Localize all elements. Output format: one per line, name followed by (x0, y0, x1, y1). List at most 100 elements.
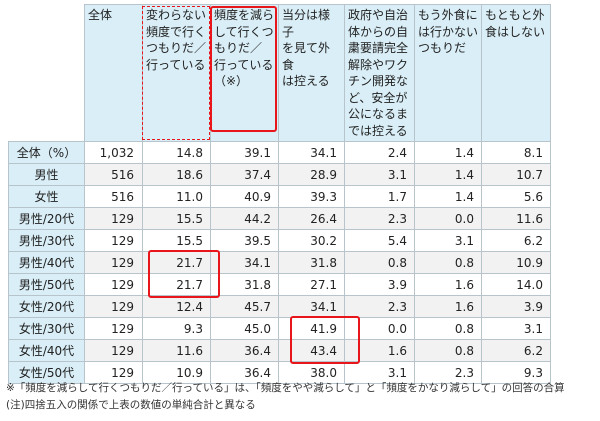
survey-results-table: 全体 変わらない 頻度で行く つもりだ／ 行っている 頻度を減ら して行くつ も… (8, 4, 551, 384)
column-header: 変わらない 頻度で行く つもりだ／ 行っている (142, 4, 211, 142)
table-body: 全体（%） 1,032 14.8 39.1 34.1 2.4 1.4 8.1 男性 516 18.6… (8, 141, 551, 384)
data-cell: 15.5 (142, 229, 211, 252)
row-label: 全体（%） (8, 141, 85, 164)
table-row: 女性/20代 129 12.4 45.7 34.1 2.3 1.6 3.9 (8, 295, 551, 318)
data-cell: 5.6 (481, 185, 551, 208)
data-cell: 1.6 (414, 273, 482, 296)
table-row: 男性/20代 129 15.5 44.2 26.4 2.3 0.0 11.6 (8, 207, 551, 230)
data-cell: 516 (84, 163, 143, 186)
data-cell: 129 (84, 207, 143, 230)
data-cell: 44.2 (210, 207, 279, 230)
column-header: もともと外 食はしない (481, 4, 551, 142)
data-cell: 43.4 (278, 339, 345, 362)
table-row: 全体（%） 1,032 14.8 39.1 34.1 2.4 1.4 8.1 (8, 141, 551, 164)
data-cell: 129 (84, 229, 143, 252)
data-cell: 6.2 (481, 229, 551, 252)
data-cell: 39.5 (210, 229, 279, 252)
data-cell: 11.0 (142, 185, 211, 208)
data-cell: 3.9 (344, 273, 415, 296)
row-label: 女性/20代 (8, 295, 85, 318)
data-cell: 39.1 (210, 141, 279, 164)
footnote-rounding: (注)四捨五入の関係で上表の数値の単純合計と異なる (6, 399, 256, 411)
data-cell: 3.1 (481, 317, 551, 340)
data-cell: 516 (84, 185, 143, 208)
row-label: 男性/20代 (8, 207, 85, 230)
footnote-asterisk: ※「頻度を減らして行くつもりだ／行っている」は、「頻度をやや減らして」と「頻度を… (6, 382, 565, 394)
row-label: 男性 (8, 163, 85, 186)
data-cell: 2.3 (414, 361, 482, 384)
column-header: 当分は様子 を見て外食 は控える (278, 4, 345, 142)
data-cell: 8.1 (481, 141, 551, 164)
data-cell: 10.7 (481, 163, 551, 186)
data-cell: 11.6 (142, 339, 211, 362)
row-label: 女性/30代 (8, 317, 85, 340)
footnotes: ※「頻度を減らして行くつもりだ／行っている」は、「頻度をやや減らして」と「頻度を… (6, 380, 596, 414)
data-cell: 3.1 (344, 361, 415, 384)
data-cell: 129 (84, 295, 143, 318)
data-cell: 9.3 (142, 317, 211, 340)
table-row: 男性/40代 129 21.7 34.1 31.8 0.8 0.8 10.9 (8, 251, 551, 274)
data-cell: 1.7 (344, 185, 415, 208)
data-cell: 9.3 (481, 361, 551, 384)
data-cell: 40.9 (210, 185, 279, 208)
data-cell: 0.8 (414, 339, 482, 362)
data-cell: 31.8 (278, 251, 345, 274)
data-cell: 3.1 (414, 229, 482, 252)
data-cell: 12.4 (142, 295, 211, 318)
data-cell: 27.1 (278, 273, 345, 296)
data-cell: 1,032 (84, 141, 143, 164)
table-row: 男性/30代 129 15.5 39.5 30.2 5.4 3.1 6.2 (8, 229, 551, 252)
data-cell: 6.2 (481, 339, 551, 362)
data-cell: 0.8 (414, 317, 482, 340)
data-cell: 1.4 (414, 141, 482, 164)
table-row: 男性/50代 129 21.7 31.8 27.1 3.9 1.6 14.0 (8, 273, 551, 296)
data-cell: 31.8 (210, 273, 279, 296)
data-cell: 10.9 (481, 251, 551, 274)
data-cell: 0.8 (344, 251, 415, 274)
table-row: 女性/50代 129 10.9 36.4 38.0 3.1 2.3 9.3 (8, 361, 551, 384)
row-label: 女性 (8, 185, 85, 208)
data-cell: 39.3 (278, 185, 345, 208)
data-cell: 34.1 (210, 251, 279, 274)
data-cell: 10.9 (142, 361, 211, 384)
data-cell: 45.7 (210, 295, 279, 318)
data-cell: 2.3 (344, 295, 415, 318)
header-row: 全体 変わらない 頻度で行く つもりだ／ 行っている 頻度を減ら して行くつ も… (8, 4, 551, 142)
data-cell: 1.4 (414, 185, 482, 208)
data-cell: 37.4 (210, 163, 279, 186)
data-cell: 0.8 (414, 251, 482, 274)
data-cell: 129 (84, 317, 143, 340)
data-cell: 129 (84, 273, 143, 296)
row-label: 男性/50代 (8, 273, 85, 296)
table-row: 女性/40代 129 11.6 36.4 43.4 1.6 0.8 6.2 (8, 339, 551, 362)
table-row: 女性 516 11.0 40.9 39.3 1.7 1.4 5.6 (8, 185, 551, 208)
data-cell: 15.5 (142, 207, 211, 230)
data-cell: 36.4 (210, 339, 279, 362)
data-cell: 3.9 (481, 295, 551, 318)
data-cell: 11.6 (481, 207, 551, 230)
data-cell: 0.0 (344, 317, 415, 340)
data-cell: 21.7 (142, 273, 211, 296)
column-header: 政府や自治 体からの自 粛要請完全 解除やワク チン開発な ど、安全が 公になる… (344, 4, 415, 142)
results-table-container: 全体 変わらない 頻度で行く つもりだ／ 行っている 頻度を減ら して行くつ も… (8, 4, 551, 384)
data-cell: 1.4 (414, 163, 482, 186)
column-header: 全体 (84, 4, 143, 142)
data-cell: 3.1 (344, 163, 415, 186)
data-cell: 28.9 (278, 163, 345, 186)
data-cell: 45.0 (210, 317, 279, 340)
data-cell: 129 (84, 361, 143, 384)
data-cell: 5.4 (344, 229, 415, 252)
data-cell: 0.0 (414, 207, 482, 230)
column-header: もう外食に は行かない つもりだ (414, 4, 482, 142)
row-label: 女性/40代 (8, 339, 85, 362)
data-cell: 2.4 (344, 141, 415, 164)
data-cell: 41.9 (278, 317, 345, 340)
data-cell: 2.3 (344, 207, 415, 230)
column-header: 頻度を減ら して行くつ もりだ／ 行っている （※） (210, 4, 279, 142)
data-cell: 129 (84, 339, 143, 362)
table-row: 男性 516 18.6 37.4 28.9 3.1 1.4 10.7 (8, 163, 551, 186)
data-cell: 18.6 (142, 163, 211, 186)
data-cell: 21.7 (142, 251, 211, 274)
data-cell: 30.2 (278, 229, 345, 252)
row-label: 男性/40代 (8, 251, 85, 274)
